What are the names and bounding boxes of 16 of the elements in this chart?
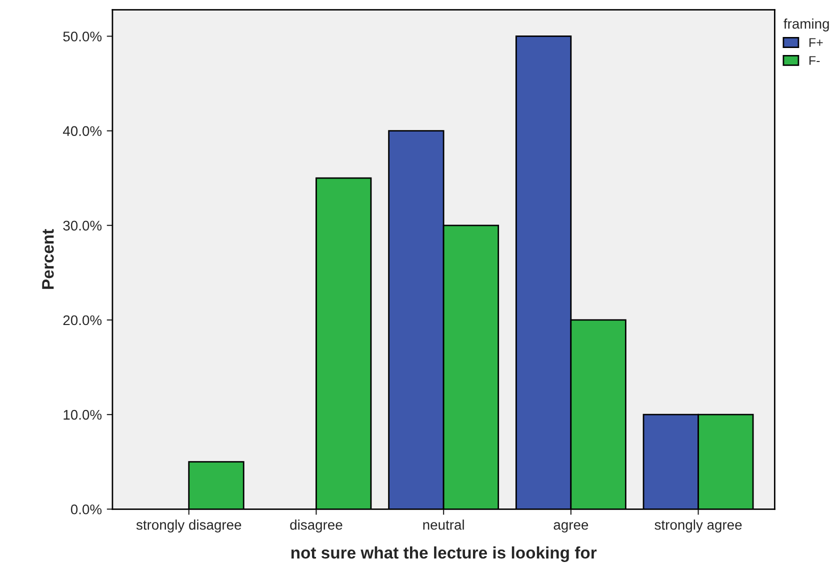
x-tick-label: strongly agree [654, 520, 742, 532]
y-tick-label: 30.0% [63, 220, 102, 231]
y-tick-label: 0.0% [70, 504, 102, 514]
y-tick-label: 40.0% [62, 126, 102, 136]
y-tick-label: 50.0% [63, 32, 102, 42]
x-tick-label: agree [554, 522, 588, 532]
legend-label: F- [809, 56, 820, 65]
x-axis-title: not sure what the lecture is looking for [291, 546, 597, 562]
y-tick-label: 20.0% [63, 315, 102, 326]
x-tick-label: disagree [290, 520, 342, 532]
legend-title: framing [784, 18, 829, 32]
x-tick-label: strongly disagree [136, 520, 242, 532]
y-axis-title: Percent [42, 229, 54, 289]
y-tick-label: 10.0% [64, 410, 102, 420]
x-tick-label: neutral [423, 520, 464, 530]
legend-label: F+ [809, 38, 823, 47]
